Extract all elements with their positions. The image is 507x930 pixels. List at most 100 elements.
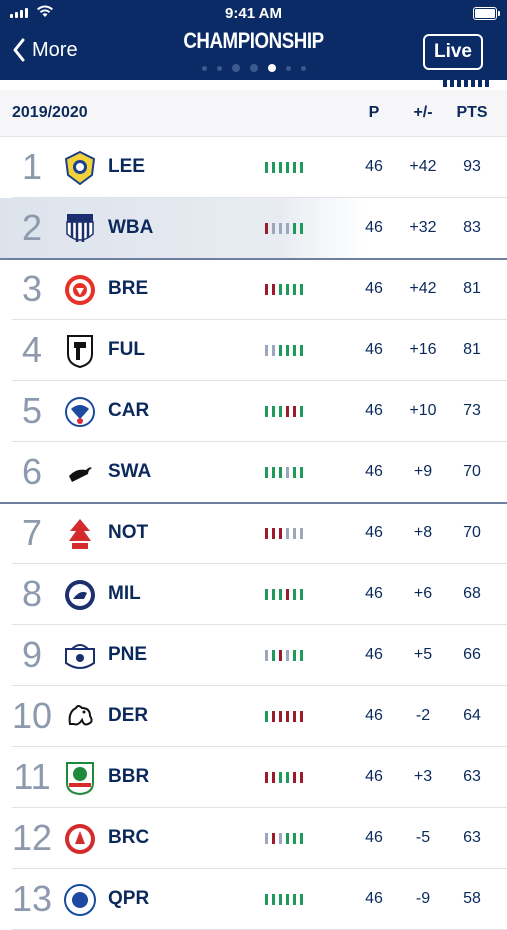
played-value: 46 [365,829,383,846]
page-dot[interactable] [201,65,207,71]
table-row[interactable]: 5 CAR 46 +10 73 [0,381,507,442]
played-value: 46 [365,219,383,236]
goal-difference-value: +8 [413,524,433,541]
form-result-marker [272,711,275,722]
form-result-marker [272,650,275,661]
form-result-marker [272,528,275,539]
team-code: DER [108,705,149,726]
recent-form [265,284,303,295]
form-result-marker [265,162,268,173]
points-value: 64 [463,707,481,724]
points-value: 70 [463,524,481,541]
points-value: 83 [463,219,481,236]
played-value: 46 [365,158,383,175]
qpr-crest-icon [64,883,96,917]
form-result-marker [286,589,289,600]
form-result-marker [272,467,275,478]
form-result-marker [293,650,296,661]
form-result-marker [286,162,289,173]
form-result-marker [265,650,268,661]
row-separator [12,319,507,320]
form-result-marker [293,467,296,478]
form-result-marker [293,711,296,722]
table-row[interactable]: 6 SWA 46 +9 70 [0,442,507,503]
column-played: P [368,104,380,121]
form-result-marker [265,711,268,722]
points-value: 93 [463,158,481,175]
points-value: 58 [463,890,481,907]
played-value: 46 [365,768,383,785]
played-value: 46 [365,280,383,297]
form-result-marker [293,162,296,173]
form-result-marker [279,528,282,539]
team-code: LEE [108,156,145,177]
table-row[interactable]: 1 LEE 46 +42 93 [0,137,507,198]
form-result-marker [300,223,303,234]
form-result-marker [265,528,268,539]
table-row[interactable]: 8 MIL 46 +6 68 [0,564,507,625]
recent-form [265,589,303,600]
back-button[interactable]: More [12,38,78,62]
page-dot[interactable] [231,64,240,72]
page-dot[interactable] [285,65,291,71]
fulham-crest-icon [64,334,96,369]
form-result-marker [300,162,303,173]
table-row[interactable]: 7 NOT 46 +8 70 [0,503,507,564]
form-result-marker [272,345,275,356]
table-row[interactable]: 4 FUL 46 +16 81 [0,320,507,381]
table-row[interactable]: 3 BRE 46 +42 81 [0,259,507,320]
page-indicator[interactable] [0,64,507,72]
form-result-marker [272,833,275,844]
form-result-marker [265,467,268,478]
table-row[interactable]: 12 BRC 46 -5 63 [0,808,507,869]
goal-difference-value: +16 [409,341,437,358]
form-result-marker [279,650,282,661]
played-value: 46 [365,402,383,419]
live-button[interactable]: Live [423,34,483,70]
column-points: PTS [456,104,488,121]
position-number: 2 [21,207,43,248]
table-row[interactable]: 10 DER 46 -2 64 [0,686,507,747]
form-result-marker [300,345,303,356]
form-result-marker [279,711,282,722]
derby-crest-icon [64,700,96,734]
page-dot[interactable] [216,65,222,71]
points-value: 81 [463,341,481,358]
page-dot[interactable] [249,64,258,72]
table-row[interactable]: 9 PNE 46 +5 66 [0,625,507,686]
team-code: SWA [108,461,152,482]
table-row[interactable]: 2 WBA 46 +32 83 [0,198,507,259]
goal-difference-value: -5 [415,829,431,846]
column-goal-difference: +/- [413,104,433,121]
nav-bar: More CHAMPIONSHIP Live [0,26,507,80]
chevron-left-icon [13,38,25,62]
page-dot[interactable] [300,65,306,71]
points-value: 63 [463,768,481,785]
form-result-marker [265,589,268,600]
row-separator [12,441,507,442]
position-number: 10 [11,695,53,736]
season-label: 2019/2020 [12,104,88,121]
millwall-crest-icon [64,578,96,612]
form-result-marker [279,772,282,783]
table-row[interactable]: 11 BBR 46 +3 63 [0,747,507,808]
recent-form [265,772,303,783]
team-code: BRC [108,827,150,848]
form-result-marker [293,223,296,234]
goal-difference-value: +9 [413,463,433,480]
position-number: 6 [21,451,43,492]
row-separator [12,807,507,808]
bristol-city-crest-icon [64,822,96,856]
recent-form [265,528,303,539]
goal-difference-value: -2 [415,707,431,724]
form-result-marker [300,467,303,478]
form-result-marker [293,284,296,295]
team-code: CAR [108,400,150,421]
row-separator [12,197,507,198]
position-number: 7 [21,512,43,553]
page-title: CHAMPIONSHIP [183,28,324,53]
goal-difference-value: +10 [409,402,437,419]
page-dot-active[interactable] [267,64,276,72]
header-stripes-decoration [443,80,489,87]
form-result-marker [286,284,289,295]
